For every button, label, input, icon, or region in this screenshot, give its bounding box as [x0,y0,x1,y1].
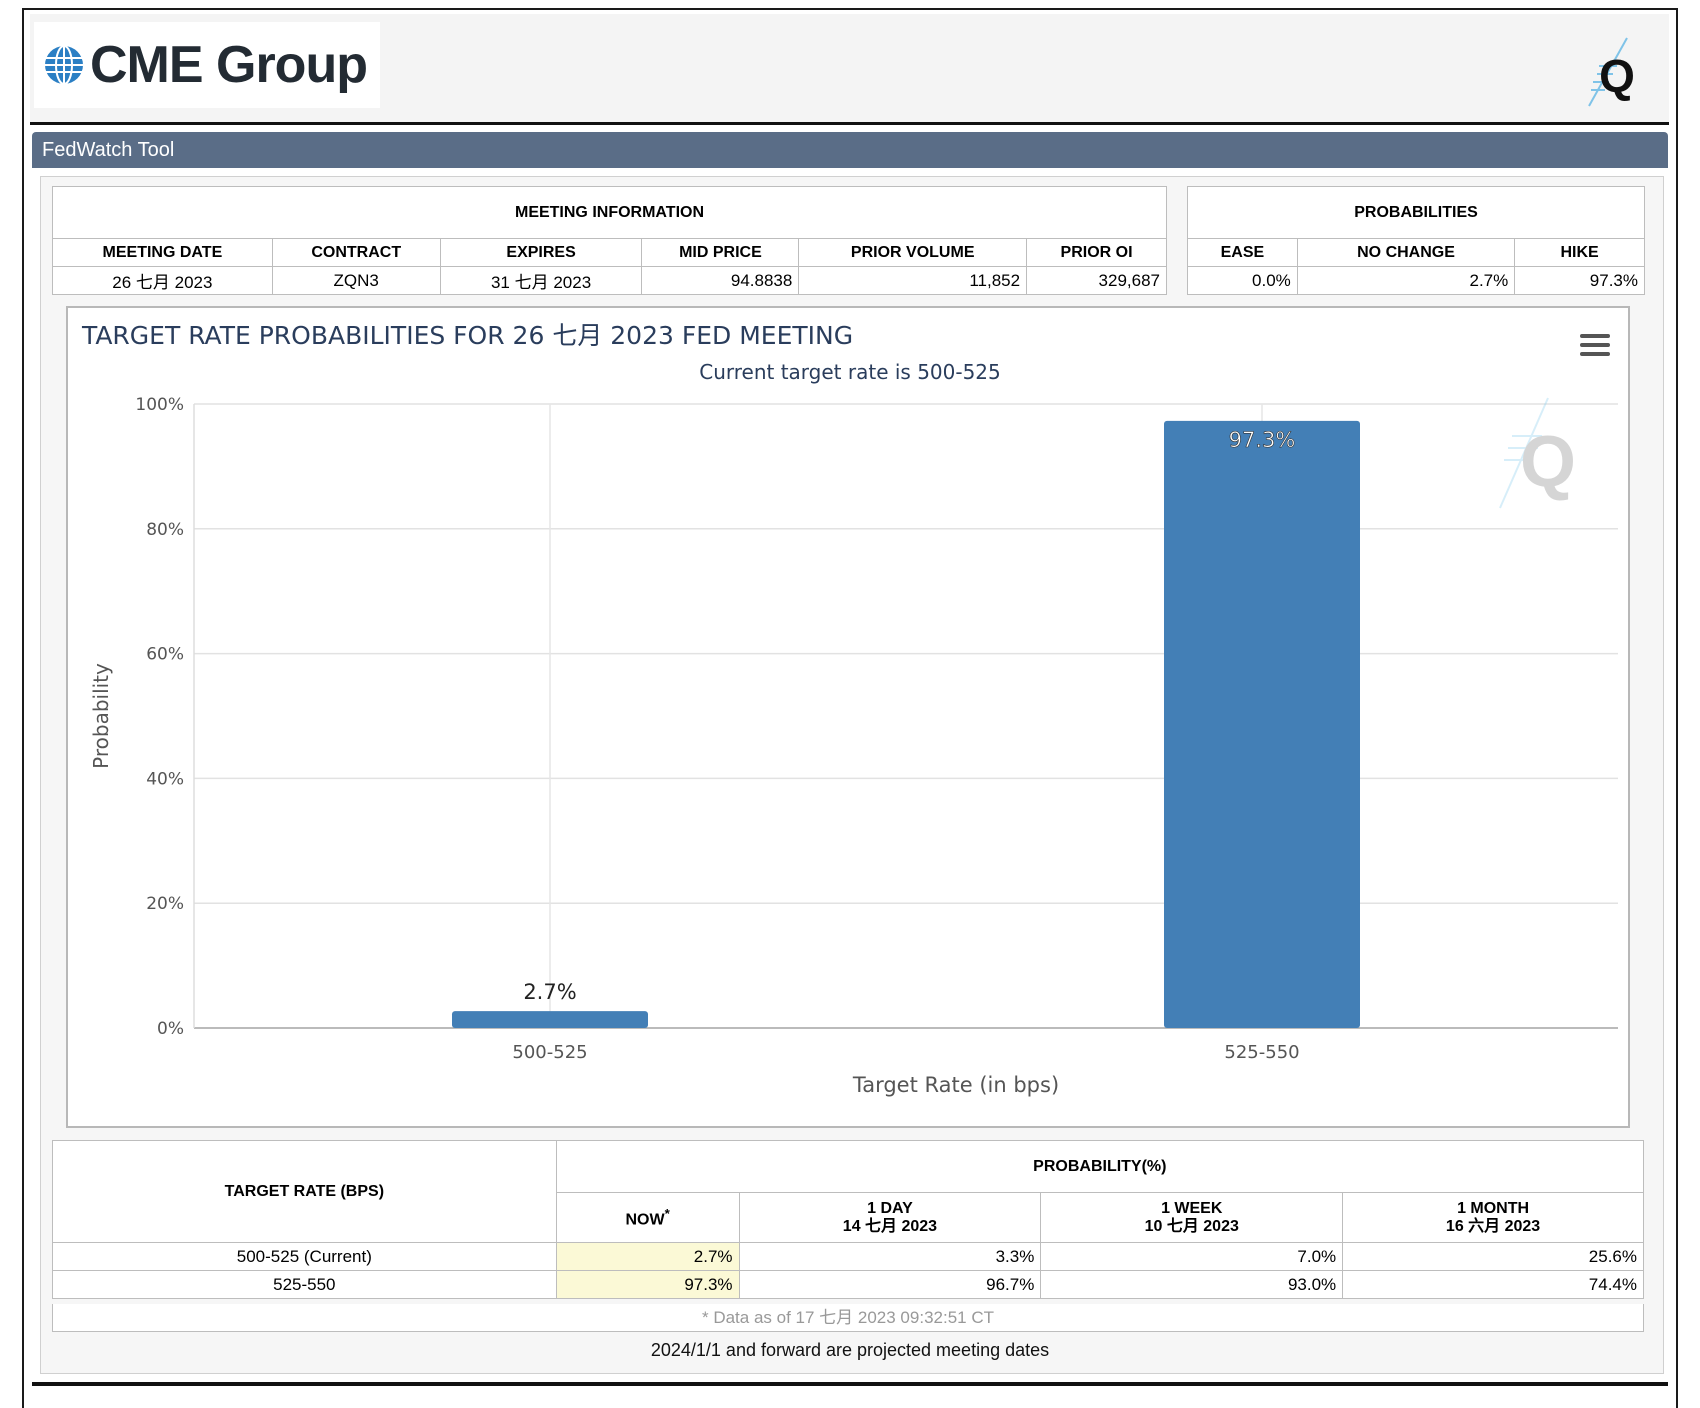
probabilities-table: PROBABILITIES EASE NO CHANGE HIKE 0.0% 2… [1187,186,1645,295]
hamburger-menu-icon[interactable] [1580,332,1610,358]
data-timestamp-footnote: * Data as of 17 七月 2023 09:32:51 CT [52,1304,1644,1332]
meeting-info-table: MEETING INFORMATION MEETING DATE CONTRAC… [52,186,1167,295]
meeting-info-heading: MEETING INFORMATION [52,186,1167,239]
col-1month-date: 16 六月 2023 [1445,1217,1541,1235]
col-no-change: NO CHANGE [1296,238,1516,267]
probability-history-table: TARGET RATE (BPS) PROBABILITY(%) NOW* 1 … [52,1140,1645,1299]
day-cell: 3.3% [738,1242,1042,1271]
y-tick-label: 60% [146,645,184,665]
col-now: NOW* [555,1192,740,1243]
x-tick-label: 525-550 [1224,1042,1299,1063]
meeting-date-value: 26 七月 2023 [52,266,273,295]
tool-title: FedWatch Tool [42,139,175,161]
q-watermark-icon: Q [1499,397,1576,509]
chart-subtitle: Current target rate is 500-525 [699,360,1001,384]
data-label: 97.3% [1229,428,1296,452]
y-tick-label: 20% [146,894,184,914]
brand-name: CME Group [90,36,368,94]
probability-heading: PROBABILITY(%) [555,1140,1645,1193]
col-1week-label: 1 WEEK [1161,1199,1223,1217]
table-row: 525-550 97.3% 96.7% 93.0% 74.4% [52,1270,1644,1299]
contract-value: ZQN3 [271,266,441,295]
col-now-label: NOW [625,1211,665,1229]
q-logo-icon: Q [1588,37,1635,107]
target-rate-heading: TARGET RATE (BPS) [52,1140,557,1243]
meeting-info-row: 26 七月 2023 ZQN3 31 七月 2023 94.8838 11,85… [52,266,1167,295]
prior-volume-value: 11,852 [798,266,1028,295]
col-ease: EASE [1187,238,1298,267]
y-tick-label: 100% [135,395,184,415]
week-cell: 93.0% [1040,1270,1344,1299]
no-change-value: 2.7% [1296,266,1516,295]
col-hike: HIKE [1514,238,1645,267]
col-1week-date: 10 七月 2023 [1144,1217,1239,1235]
prior-oi-value: 329,687 [1026,266,1167,295]
projected-meeting-note: 2024/1/1 and forward are projected meeti… [650,1340,1050,1360]
col-prior-oi: PRIOR OI [1026,238,1167,267]
x-tick-label: 500-525 [512,1042,587,1063]
bottom-divider [32,1382,1668,1386]
page-header: CME Group Q [30,14,1669,125]
col-1day-date: 14 七月 2023 [842,1217,938,1235]
now-cell: 2.7% [555,1242,740,1271]
hike-value: 97.3% [1514,266,1645,295]
col-now-mark: * [664,1205,670,1221]
data-label: 2.7% [523,980,576,1004]
q-logo-letter: Q [1599,50,1635,102]
x-axis-title: Target Rate (in bps) [852,1073,1059,1097]
col-meeting-date: MEETING DATE [52,238,273,267]
col-1week: 1 WEEK 10 七月 2023 [1040,1192,1344,1243]
tool-title-bar: FedWatch Tool [32,132,1668,168]
month-cell: 25.6% [1342,1242,1644,1271]
bar [1164,420,1360,1028]
col-contract: CONTRACT [271,238,441,267]
probabilities-heading: PROBABILITIES [1187,186,1645,239]
y-tick-label: 0% [157,1019,184,1039]
cme-logo[interactable]: CME Group [34,22,380,108]
chart-plot: 0% 20% 40% 60% 80% 100% 500-525 2.7% 525-550 97.3… [89,395,1618,1097]
probabilities-row: 0.0% 2.7% 97.3% [1187,266,1645,295]
y-tick-label: 80% [146,520,184,540]
col-1month-label: 1 MONTH [1457,1199,1530,1217]
col-1day: 1 DAY 14 七月 2023 [738,1192,1042,1243]
day-cell: 96.7% [738,1270,1042,1299]
rate-cell: 500-525 (Current) [52,1242,557,1271]
col-1day-label: 1 DAY [867,1199,913,1217]
col-1month: 1 MONTH 16 六月 2023 [1342,1192,1644,1243]
bar [452,1011,648,1028]
y-axis-title: Probability [89,663,113,769]
chart-title: TARGET RATE PROBABILITIES FOR 26 七月 2023… [82,321,854,350]
col-expires: EXPIRES [439,238,643,267]
rate-cell: 525-550 [52,1270,557,1299]
mid-price-value: 94.8838 [641,266,800,295]
week-cell: 7.0% [1040,1242,1344,1271]
expires-value: 31 七月 2023 [439,266,643,295]
globe-icon [45,45,83,85]
ease-value: 0.0% [1187,266,1298,295]
col-mid-price: MID PRICE [641,238,800,267]
y-tick-label: 40% [146,769,184,789]
svg-text:Q: Q [1520,422,1576,502]
table-row: 500-525 (Current) 2.7% 3.3% 7.0% 25.6% [52,1242,1644,1271]
month-cell: 74.4% [1342,1270,1644,1299]
col-prior-volume: PRIOR VOLUME [798,238,1028,267]
now-cell: 97.3% [555,1270,740,1299]
target-rate-chart: TARGET RATE PROBABILITIES FOR 26 七月 2023… [66,306,1630,1128]
